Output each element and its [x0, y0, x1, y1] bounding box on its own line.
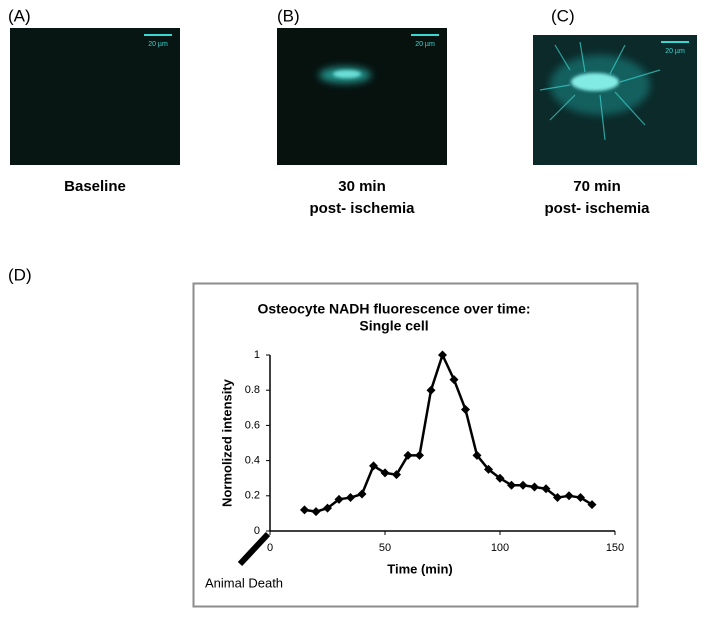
y-tick-label: 0.2 — [245, 490, 260, 502]
x-tick-label: 50 — [379, 542, 391, 554]
caption: post- ischemia — [544, 200, 650, 217]
x-tick-label: 150 — [606, 542, 624, 554]
marker — [587, 500, 597, 510]
marker — [553, 493, 562, 503]
caption: Baseline — [64, 178, 126, 195]
marker — [461, 405, 470, 415]
panel-label: (D) — [8, 265, 32, 284]
y-tick-label: 0.8 — [245, 384, 260, 396]
chart-frame — [192, 282, 639, 608]
cell-core — [333, 70, 361, 78]
annotation: Animal Death — [205, 575, 283, 590]
panel-label: (C) — [551, 6, 575, 25]
y-axis-label: Normolized intensity — [219, 378, 234, 507]
marker — [426, 385, 436, 395]
cell-core — [571, 73, 619, 91]
image-a — [10, 28, 180, 165]
chart-title: Single cell — [359, 318, 428, 334]
x-tick-label: 100 — [491, 542, 509, 554]
marker — [484, 464, 493, 474]
marker — [323, 503, 332, 513]
marker — [564, 491, 574, 501]
processes — [539, 41, 661, 141]
marker — [403, 450, 413, 460]
marker — [334, 494, 344, 504]
marker — [530, 482, 539, 492]
caption: 70 min — [573, 178, 621, 195]
y-tick-label: 0.4 — [245, 455, 260, 467]
marker — [346, 493, 355, 503]
marker — [507, 480, 516, 490]
x-tick-label: 0 — [267, 542, 273, 554]
panel-label: (B) — [277, 6, 300, 25]
marker — [357, 489, 367, 499]
marker — [300, 505, 309, 515]
annotation-arrow — [237, 531, 271, 567]
y-tick-label: 0 — [254, 525, 260, 537]
marker — [495, 473, 505, 483]
y-tick-label: 1 — [254, 349, 260, 361]
marker — [518, 480, 528, 490]
scale-bar-label: 20 µm — [148, 41, 168, 48]
marker — [438, 350, 447, 360]
marker — [576, 493, 585, 503]
marker — [449, 375, 459, 385]
scale-bar-label: 20 µm — [415, 41, 435, 48]
marker — [311, 507, 321, 517]
marker — [541, 484, 551, 494]
marker — [380, 468, 390, 478]
x-axis-label: Time (min) — [387, 561, 453, 576]
y-tick-label: 0.6 — [245, 419, 260, 431]
image-b — [277, 28, 447, 165]
scale-bar-label: 20 µm — [665, 48, 685, 55]
marker — [415, 450, 424, 460]
marker — [392, 470, 401, 480]
marker — [472, 450, 482, 460]
chart-title: Osteocyte NADH fluorescence over time: — [257, 301, 530, 317]
marker — [369, 461, 378, 471]
caption: post- ischemia — [309, 200, 415, 217]
caption: 30 min — [338, 178, 386, 195]
panel-label: (A) — [8, 6, 31, 25]
